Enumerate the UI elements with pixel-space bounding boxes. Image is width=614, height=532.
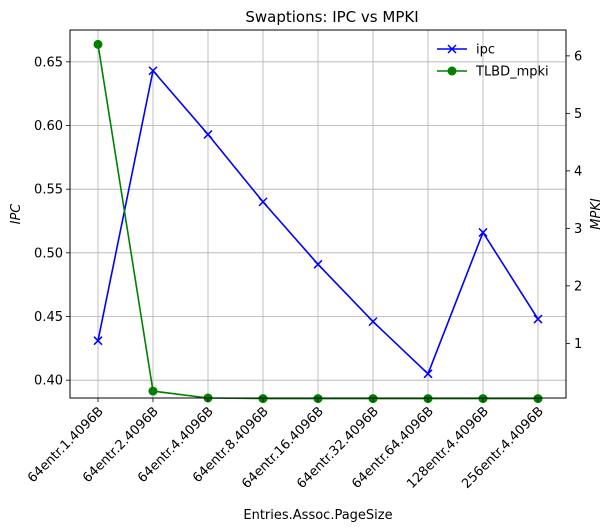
plot-frame bbox=[69, 29, 567, 399]
data-point-stroke bbox=[203, 129, 213, 139]
data-point-ipc bbox=[258, 197, 268, 207]
grid bbox=[70, 30, 566, 398]
y-tick-label-right: 2 bbox=[574, 279, 582, 294]
data-point-TLBD_mpki bbox=[148, 386, 158, 396]
data-point-ipc bbox=[93, 336, 103, 346]
y-tick-label-right: 3 bbox=[574, 222, 582, 237]
legend-entry-TLBD_mpki: TLBD_mpki bbox=[437, 65, 549, 80]
y-axis-label-left: IPC bbox=[9, 203, 24, 225]
y-tick-label-left: 0.45 bbox=[34, 310, 63, 325]
legend-entry-ipc: ipc bbox=[437, 43, 495, 58]
legend: ipc TLBD_mpki bbox=[437, 43, 549, 80]
data-point-stroke bbox=[533, 314, 543, 324]
data-point-TLBD_mpki bbox=[93, 39, 103, 49]
data-point-stroke bbox=[478, 227, 488, 237]
y-tick-label-left: 0.55 bbox=[34, 183, 63, 198]
data-point-stroke bbox=[148, 66, 158, 76]
y-axis-label-right: MPKI bbox=[589, 198, 604, 230]
legend-marker bbox=[447, 66, 457, 76]
y-tick-label-right: 4 bbox=[574, 164, 582, 179]
y-tick-label-left: 0.40 bbox=[34, 374, 63, 389]
legend-label: TLBD_mpki bbox=[475, 65, 549, 80]
y-tick-label-left: 0.60 bbox=[34, 119, 63, 134]
data-point-stroke bbox=[423, 369, 433, 379]
data-point-ipc bbox=[203, 129, 213, 139]
data-point-stroke bbox=[93, 336, 103, 346]
legend-marker bbox=[447, 44, 457, 54]
y-tick-label-left: 0.65 bbox=[34, 55, 63, 70]
x-axis-label: Entries.Assoc.PageSize bbox=[243, 508, 392, 523]
data-point-stroke bbox=[258, 197, 268, 207]
data-point-stroke bbox=[313, 259, 323, 269]
y-tick-label-right: 5 bbox=[574, 107, 582, 122]
y-tick-label-right: 1 bbox=[574, 337, 582, 352]
legend-label: ipc bbox=[476, 43, 495, 58]
data-point-ipc bbox=[533, 314, 543, 324]
data-point-ipc bbox=[368, 317, 378, 327]
chart-title: Swaptions: IPC vs MPKI bbox=[245, 8, 418, 26]
data-point-ipc bbox=[313, 259, 323, 269]
y-tick-label-right: 6 bbox=[574, 49, 582, 64]
y-tick-label-left: 0.50 bbox=[34, 246, 63, 261]
data-point-ipc bbox=[478, 227, 488, 237]
data-point-ipc bbox=[148, 66, 158, 76]
data-point-ipc bbox=[423, 369, 433, 379]
data-point-stroke bbox=[368, 317, 378, 327]
